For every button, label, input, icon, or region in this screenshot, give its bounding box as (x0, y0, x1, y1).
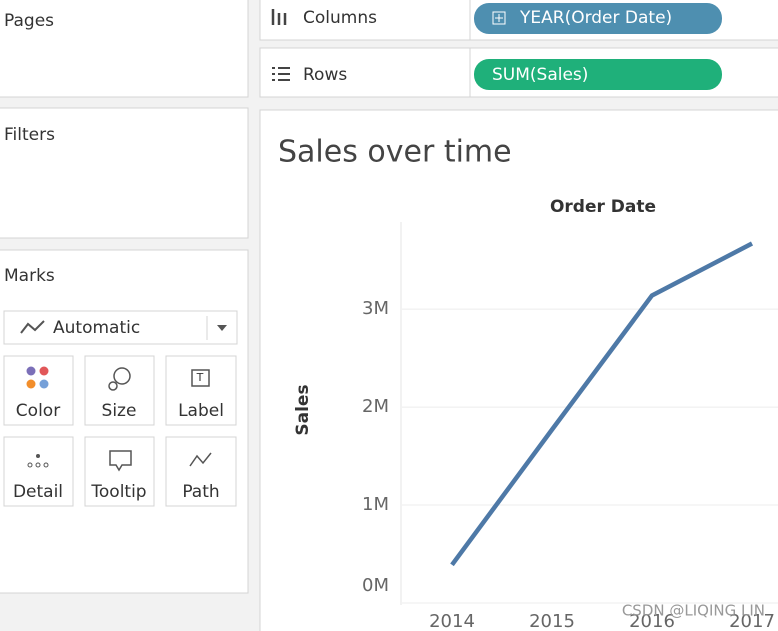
color-button[interactable] (3, 355, 74, 426)
chart-title: Sales over time (278, 135, 512, 170)
watermark: CSDN @LIQING LIN (622, 602, 765, 620)
rows-label: Rows (303, 65, 347, 85)
columns-pill[interactable] (474, 3, 722, 34)
view-panel (259, 109, 778, 631)
x-tick-label: 2015 (529, 611, 575, 631)
path-icon (189, 452, 212, 467)
filters-panel (0, 107, 249, 239)
rows-icon (272, 67, 290, 81)
y-tick-label: 1M (362, 494, 389, 515)
x-axis-title: Order Date (550, 197, 656, 217)
filters-label: Filters (4, 125, 55, 145)
y-axis-title: Sales (293, 384, 313, 435)
button-label: Color (16, 401, 60, 421)
icon-dot (43, 462, 49, 468)
expand-icon (495, 14, 503, 22)
size-icon (108, 381, 118, 391)
line-icon (20, 320, 45, 334)
columns-label: Columns (303, 8, 377, 28)
mark-type: Automatic (53, 318, 140, 338)
pages-panel (0, 0, 249, 98)
columns-icon (271, 9, 287, 25)
button-label: Path (182, 482, 219, 502)
tooltip-button[interactable] (84, 436, 155, 507)
y-tick-label: 0M (362, 575, 389, 596)
marks-label: Marks (4, 266, 55, 286)
icon-dot (27, 462, 33, 468)
size-button[interactable] (84, 355, 155, 426)
label-icon (191, 369, 210, 387)
button-label: Size (102, 401, 137, 421)
mark-type-dropdown[interactable] (3, 310, 238, 345)
y-tick-label: 3M (362, 298, 389, 319)
y-tick-label: 2M (362, 396, 389, 417)
button-label: Tooltip (90, 482, 146, 502)
dropdown-arrow (217, 325, 227, 331)
icon-dot (26, 379, 36, 389)
size-icon (113, 367, 131, 385)
icon-dot (39, 379, 49, 389)
rows-pill-text: SUM(Sales) (492, 65, 588, 85)
mark-buttons: T Color Size Label Detail Tooltip Path (3, 355, 237, 507)
path-button[interactable] (165, 436, 237, 507)
pages-label: Pages (4, 11, 54, 31)
icon-dot (26, 366, 36, 376)
plot: 0M 1M 2M 3M 2014 2015 2016 2017 (362, 241, 778, 631)
button-label: Detail (13, 482, 63, 502)
icon-dot (39, 366, 49, 376)
columns-pill-text: YEAR(Order Date) (519, 8, 672, 28)
x-tick-label: 2017 (729, 611, 775, 631)
detail-button[interactable] (3, 436, 74, 507)
x-tick-label: 2016 (629, 611, 675, 631)
icon-dot (36, 454, 40, 458)
x-tick-label: 2014 (429, 611, 475, 631)
expand-icon (492, 11, 506, 25)
label-icon-t: T (196, 371, 204, 384)
tooltip-icon (109, 450, 132, 472)
rows-pill[interactable] (474, 59, 722, 90)
sales-line (450, 241, 754, 567)
button-label: Label (178, 401, 224, 421)
label-button[interactable] (165, 355, 237, 426)
icon-dot (35, 462, 41, 468)
